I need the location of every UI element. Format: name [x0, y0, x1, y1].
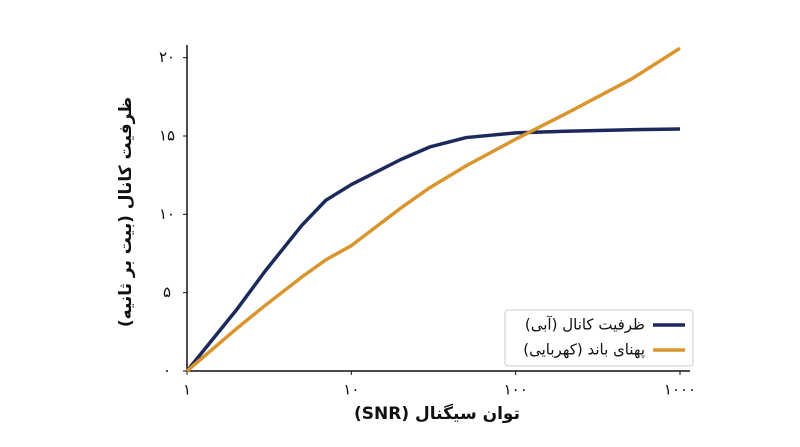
x-tick-label: ۱ [183, 381, 191, 399]
y-tick-label: ۰ [163, 362, 171, 380]
x-axis-label: توان سیگنال (SNR) [354, 403, 520, 424]
series-line [185, 46, 681, 373]
y-tick-label: ۱۰ [159, 205, 175, 223]
legend-label: ظرفیت کانال (آبی) [525, 316, 645, 334]
y-tick-label: ۲۰ [159, 48, 175, 66]
x-tick-label: ۱۰۰ [504, 381, 528, 399]
legend-label: پهنای باند (کهربایی) [523, 341, 645, 360]
legend-box [504, 309, 694, 367]
y-axis-label: ظرفیت کانال (بیت بر ثانیه) [116, 97, 136, 327]
x-tick-label: ۱۰۰۰ [664, 381, 696, 399]
series-line [185, 127, 681, 373]
y-tick-label: ۵ [163, 283, 171, 301]
y-tick-label: ۱۵ [159, 127, 175, 145]
x-tick-label: ۱۰ [343, 381, 359, 399]
